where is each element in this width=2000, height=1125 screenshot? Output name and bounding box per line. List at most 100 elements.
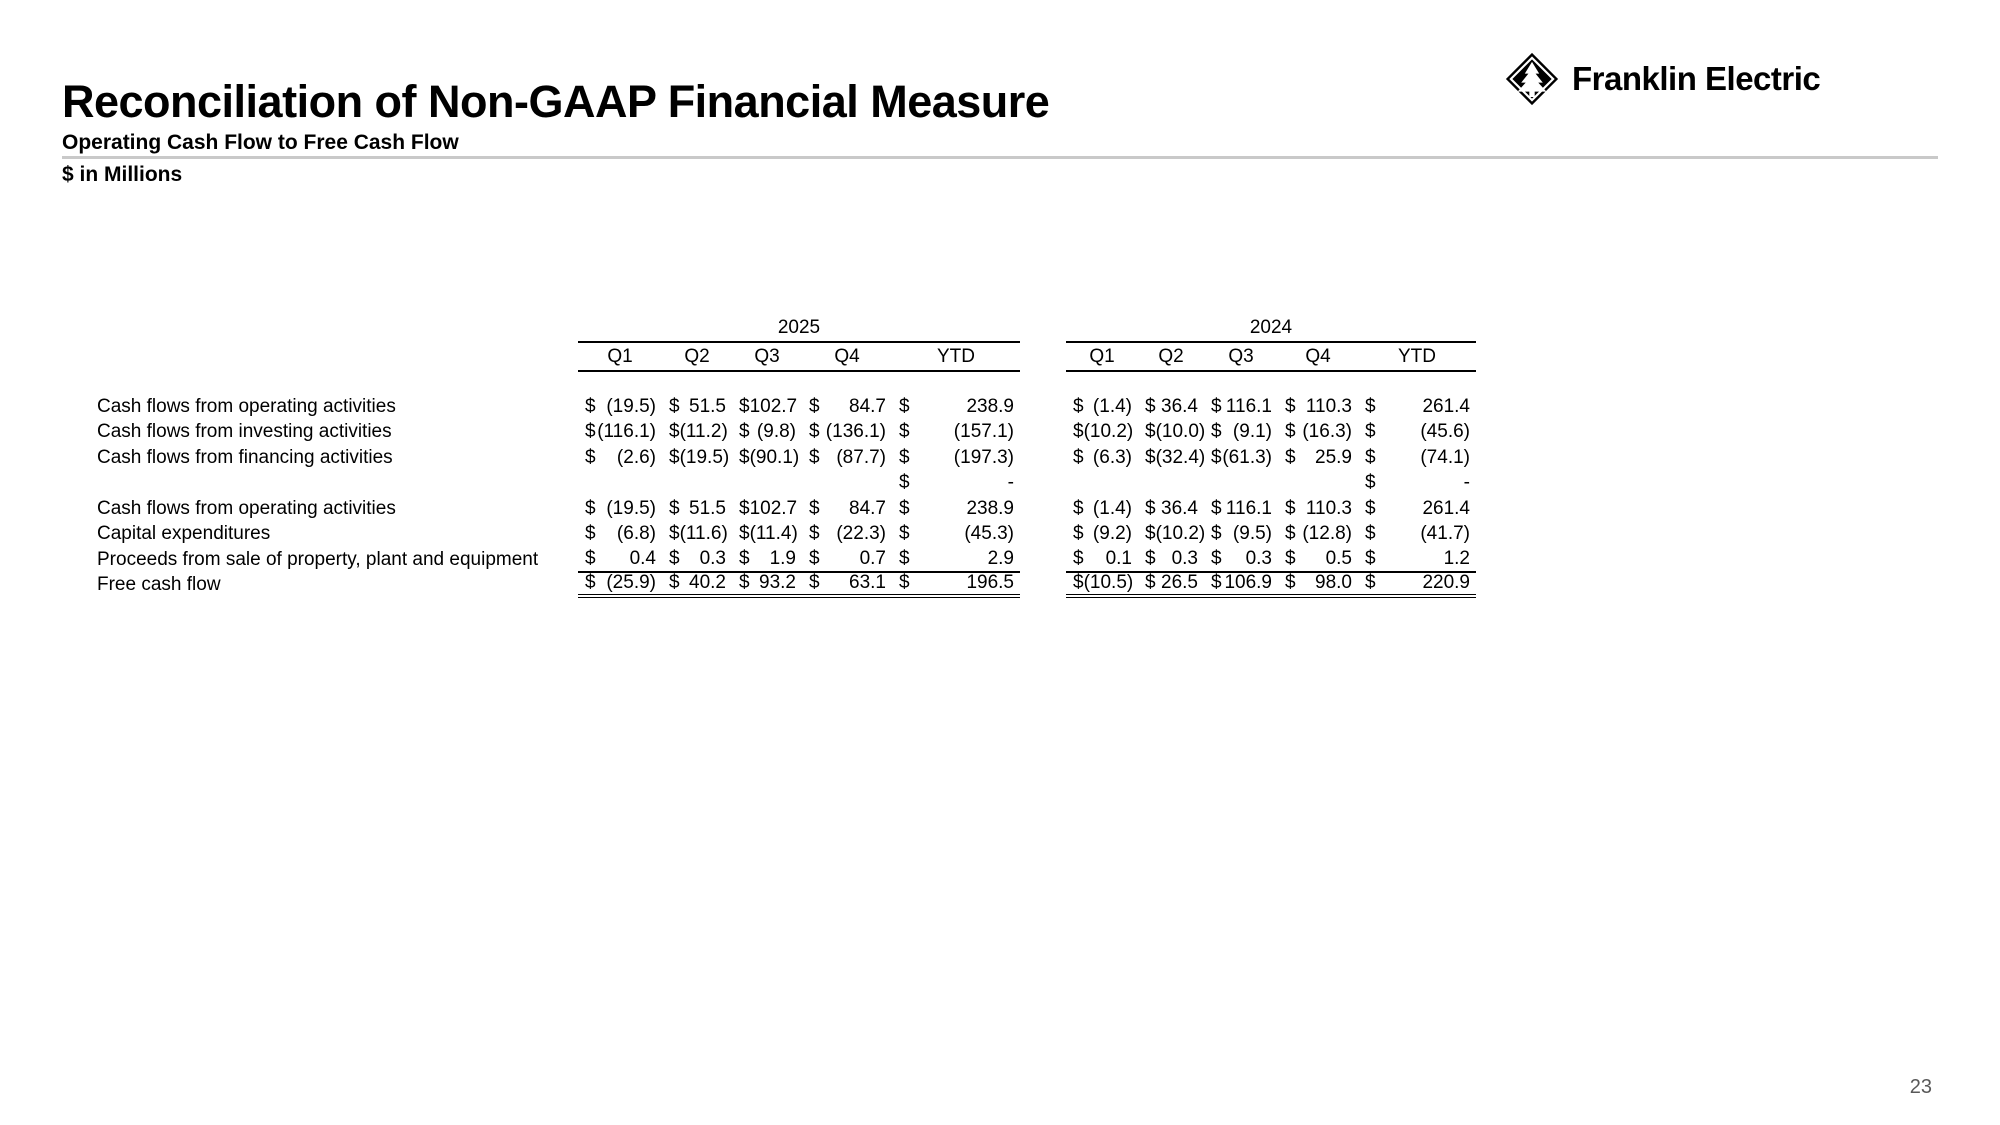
table-cell: $ (19.5) [578, 496, 662, 522]
table-cell: $ (45.6) [1358, 420, 1476, 446]
cell-value: (2.6) [616, 446, 656, 468]
table-cell: $ (90.1) [732, 445, 802, 471]
cell-value: 1.2 [1443, 547, 1470, 569]
dollar-sign: $ [1365, 421, 1376, 443]
row-label: Proceeds from sale of property, plant an… [97, 548, 539, 570]
table-cell: $40.2 [662, 572, 732, 598]
cell-value: 0.5 [1325, 547, 1352, 569]
table-cell: $ (25.9) [578, 572, 662, 598]
table-cell: $1.9 [732, 547, 802, 573]
dollar-sign: $ [1285, 523, 1296, 545]
dollar-sign: $ [1365, 523, 1376, 545]
cell-value: 238.9 [966, 497, 1014, 519]
cell-value: - [1463, 472, 1470, 494]
table-cell: $238.9 [892, 394, 1020, 420]
table-cell: $ - [1358, 471, 1476, 497]
table-cell: $36.4 [1138, 496, 1204, 522]
table-cell: $ (45.3) [892, 522, 1020, 548]
dollar-sign: $ [669, 395, 680, 417]
cell-value: (12.8) [1302, 523, 1352, 545]
dollar-sign: $ [1145, 446, 1156, 468]
table-cell: $ (10.5) [1066, 572, 1138, 598]
cell-value: 0.3 [699, 547, 726, 569]
row-label: Capital expenditures [97, 523, 271, 545]
dollar-sign: $ [1365, 572, 1376, 594]
dollar-sign: $ [809, 421, 820, 443]
table-cell: $ (9.8) [732, 420, 802, 446]
table-cell: $ (12.8) [1278, 522, 1358, 548]
group-gap [1020, 394, 1066, 420]
column-header-q1: Q1 [1066, 346, 1138, 372]
dollar-sign: $ [899, 572, 910, 594]
dollar-sign: $ [1285, 547, 1296, 569]
table-cell: $84.7 [802, 496, 892, 522]
dollar-sign: $ [1365, 446, 1376, 468]
dollar-sign: $ [899, 547, 910, 569]
diamond-tree-icon [1505, 52, 1559, 106]
table-cell: $102.7 [732, 496, 802, 522]
table-cell: $ (9.5) [1204, 522, 1278, 548]
cell-value: 102.7 [749, 395, 798, 417]
dollar-sign: $ [1285, 446, 1296, 468]
table-cell: $0.7 [802, 547, 892, 573]
dollar-sign: $ [1285, 421, 1296, 443]
dollar-sign: $ [1365, 395, 1376, 417]
table-cell: $ (11.2) [662, 420, 732, 446]
column-header-q2: Q2 [662, 346, 732, 372]
dollar-sign: $ [585, 497, 596, 519]
table-cell: $ (116.1) [578, 420, 662, 446]
column-header-q3: Q3 [732, 346, 802, 372]
table-cell: $0.1 [1066, 547, 1138, 573]
cell-value: (1.4) [1092, 395, 1132, 417]
units-label: $ in Millions [62, 163, 183, 186]
dollar-sign: $ [739, 523, 750, 545]
table-cell: $0.3 [1138, 547, 1204, 573]
cell-value: (136.1) [825, 421, 886, 443]
group-gap [1020, 522, 1066, 548]
page-title: Reconciliation of Non-GAAP Financial Mea… [62, 76, 1050, 127]
dollar-sign: $ [739, 547, 750, 569]
cell-value: 220.9 [1422, 572, 1470, 594]
table-cell [1066, 471, 1138, 497]
dollar-sign: $ [739, 572, 750, 594]
cell-value: (19.5) [679, 446, 730, 468]
table-cell: $63.1 [802, 572, 892, 598]
table-cell: $ (16.3) [1278, 420, 1358, 446]
table-cell: $ (87.7) [802, 445, 892, 471]
cell-value: 36.4 [1161, 497, 1198, 519]
logo-brand-text: Franklin Electric [1572, 60, 1821, 97]
dollar-sign: $ [1073, 446, 1084, 468]
cell-value: 116.1 [1225, 395, 1272, 417]
cell-value: (11.4) [749, 523, 798, 545]
cell-value: (9.1) [1232, 421, 1272, 443]
dollar-sign: $ [1073, 572, 1084, 594]
table-cell: $196.5 [892, 572, 1020, 598]
cell-value: (19.5) [606, 497, 656, 519]
dollar-sign: $ [899, 472, 910, 494]
cell-value: 110.3 [1305, 497, 1352, 519]
dollar-sign: $ [809, 497, 820, 519]
cell-value: 102.7 [749, 497, 798, 519]
dollar-sign: $ [1211, 446, 1222, 468]
table-cell: $ (1.4) [1066, 496, 1138, 522]
cell-value: (87.7) [836, 446, 886, 468]
table-cell: $ (10.2) [1138, 522, 1205, 548]
dollar-sign: $ [1073, 523, 1084, 545]
slide-subtitle: Operating Cash Flow to Free Cash Flow [62, 131, 459, 154]
cell-value: 2.9 [987, 547, 1014, 569]
cell-value: 25.9 [1315, 446, 1352, 468]
group-gap [1020, 445, 1066, 471]
dollar-sign: $ [1145, 395, 1156, 417]
column-header-q1: Q1 [578, 346, 662, 372]
dollar-sign: $ [585, 572, 596, 594]
table-cell: $220.9 [1358, 572, 1476, 598]
table-cell [1278, 471, 1358, 497]
table-cell: $ (32.4) [1138, 445, 1205, 471]
table-cell: $36.4 [1138, 394, 1204, 420]
column-header-q2: Q2 [1138, 346, 1204, 372]
column-header-ytd: YTD [892, 346, 1020, 372]
table-cell [732, 471, 802, 497]
cell-value: 116.1 [1225, 497, 1272, 519]
table-cell: $261.4 [1358, 394, 1476, 420]
dollar-sign: $ [1285, 572, 1296, 594]
